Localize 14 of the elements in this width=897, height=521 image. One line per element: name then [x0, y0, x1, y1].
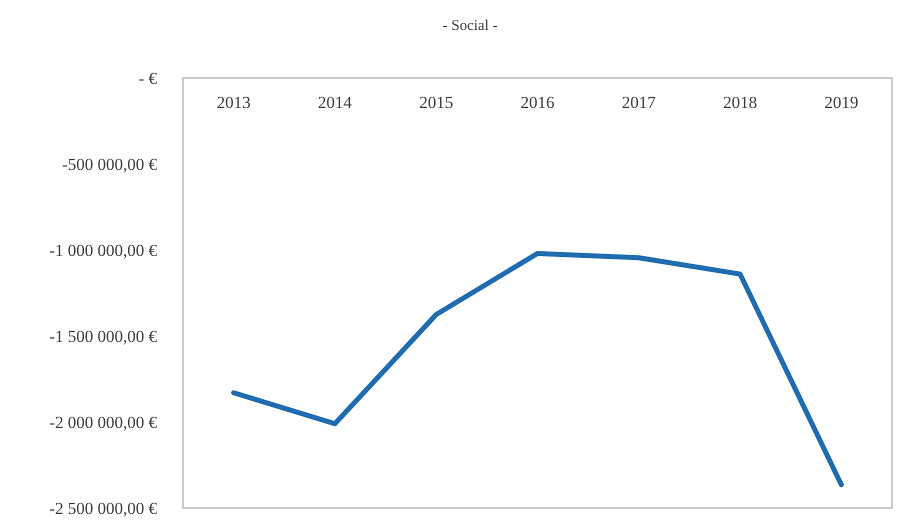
- x-tick-label: 2015: [419, 93, 454, 112]
- y-tick-label: - €: [138, 68, 158, 88]
- y-tick-label: -1 000 000,00 €: [49, 240, 158, 260]
- y-tick-label: -2 500 000,00 €: [49, 498, 158, 518]
- x-tick-label: 2014: [318, 93, 352, 112]
- x-tick-label: 2016: [520, 93, 554, 112]
- y-tick-label: -1 500 000,00 €: [49, 326, 158, 346]
- x-tick-label: 2019: [824, 93, 858, 112]
- x-tick-label: 2018: [723, 93, 758, 112]
- x-tick-label: 2017: [622, 93, 656, 112]
- y-tick-label: -500 000,00 €: [62, 154, 158, 174]
- x-tick-label: 2013: [216, 93, 251, 112]
- y-tick-label: -2 000 000,00 €: [49, 412, 158, 432]
- chart-title: - Social -: [442, 18, 498, 34]
